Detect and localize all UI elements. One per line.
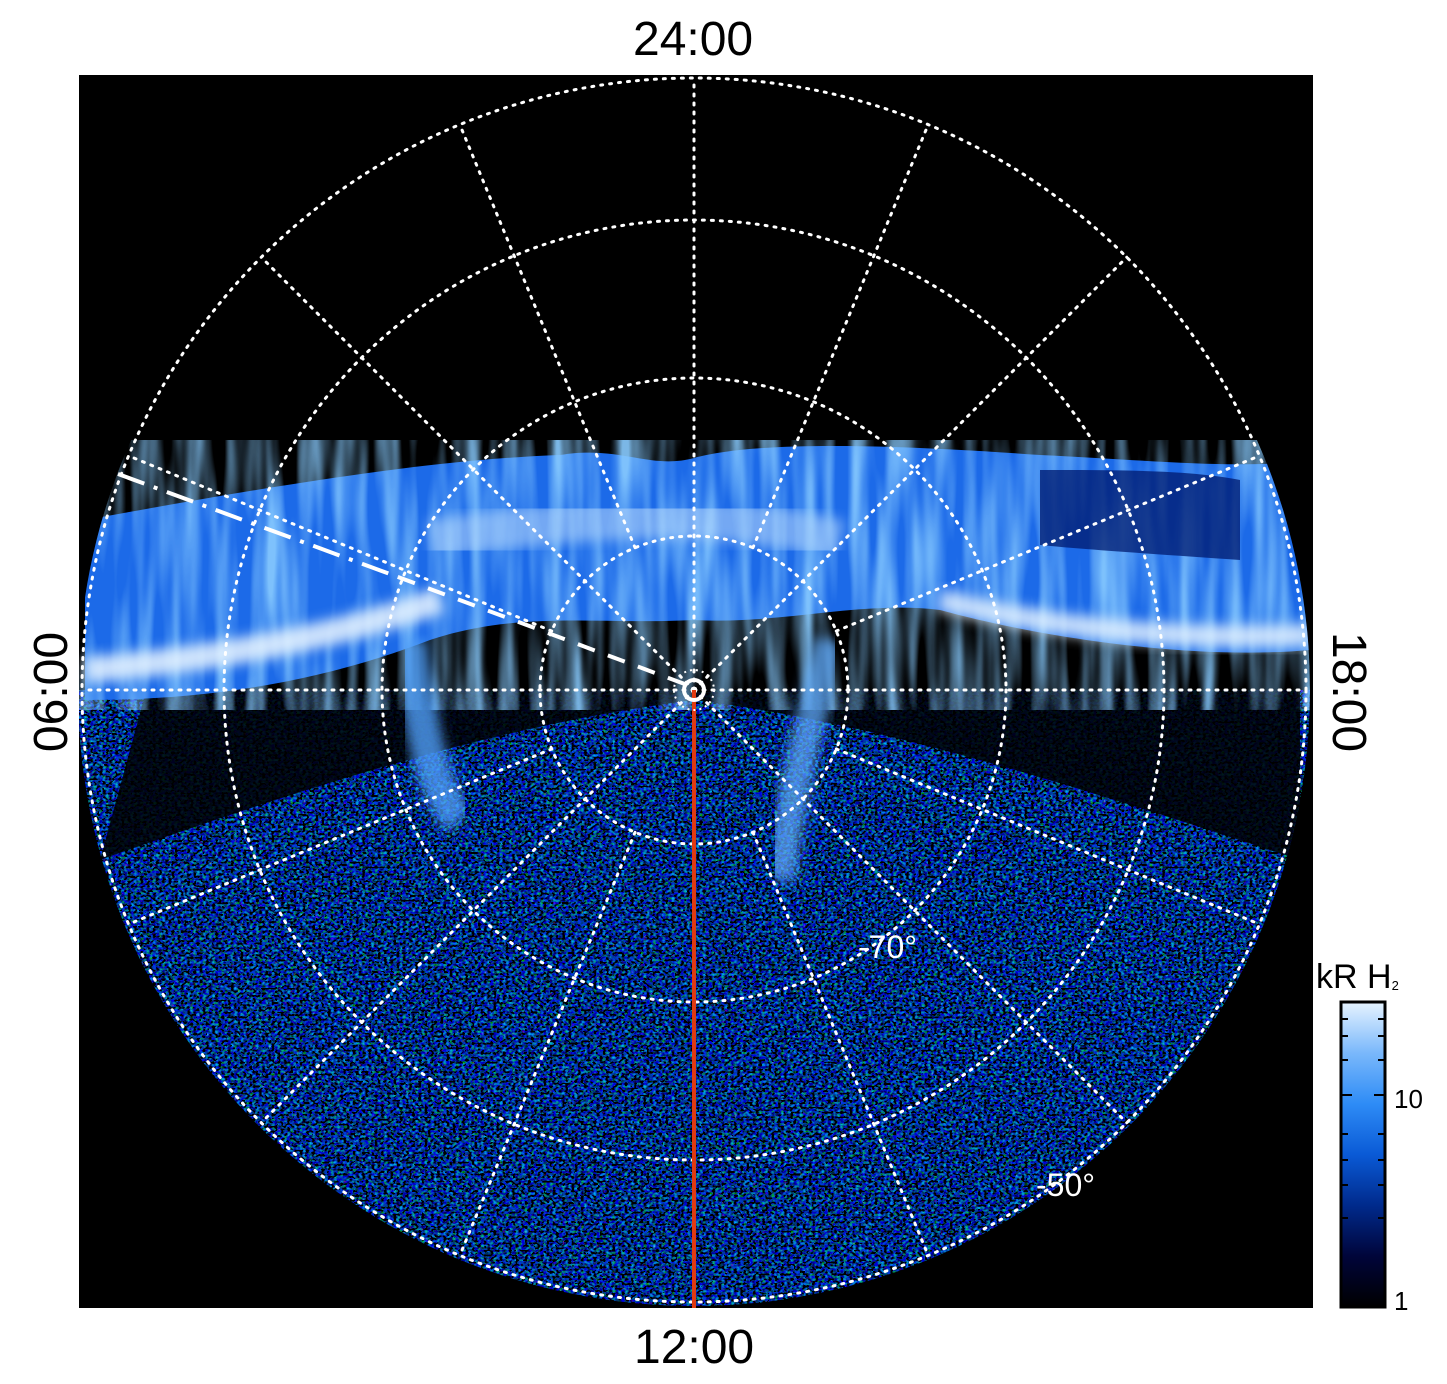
latitude-circle <box>380 376 1008 1004</box>
local-time-label-noon: 12:00 <box>634 1321 755 1374</box>
meridian-line <box>259 255 696 692</box>
colorbar-title-subscript: 2 <box>1391 978 1399 993</box>
dayside-spur-left <box>393 637 473 833</box>
colorbar-title-text: kR H <box>1316 958 1392 996</box>
pole-marker-outer <box>673 669 715 711</box>
meridian-line <box>692 255 1129 692</box>
dusk-dark-patch <box>1040 470 1240 560</box>
colorbar-tick-1: 1 <box>1394 1286 1409 1316</box>
bright-emission-dawn <box>83 587 445 683</box>
bright-emission-center <box>426 499 845 560</box>
latitude-label-50: -50° <box>1036 1167 1095 1203</box>
colorbar-tick-10: 10 <box>1394 1084 1423 1114</box>
local-time-label-midnight: 24:00 <box>633 13 754 66</box>
colorbar-title: kR H2 <box>1316 958 1399 997</box>
colorbar-minor-ticks <box>1341 1018 1385 1219</box>
dashed-boundary-line <box>117 472 399 579</box>
meridian-line <box>692 688 1129 1125</box>
meridian-line <box>259 688 696 1125</box>
pole-marker <box>682 678 706 702</box>
bright-emission-dusk <box>937 589 1310 648</box>
dayside-spur-right <box>765 636 845 882</box>
latitude-label-70: -70° <box>858 929 917 965</box>
dashed-boundary-line-inner <box>397 575 691 688</box>
latitude-circle <box>80 76 1308 1304</box>
colorbar <box>1339 1000 1387 1309</box>
